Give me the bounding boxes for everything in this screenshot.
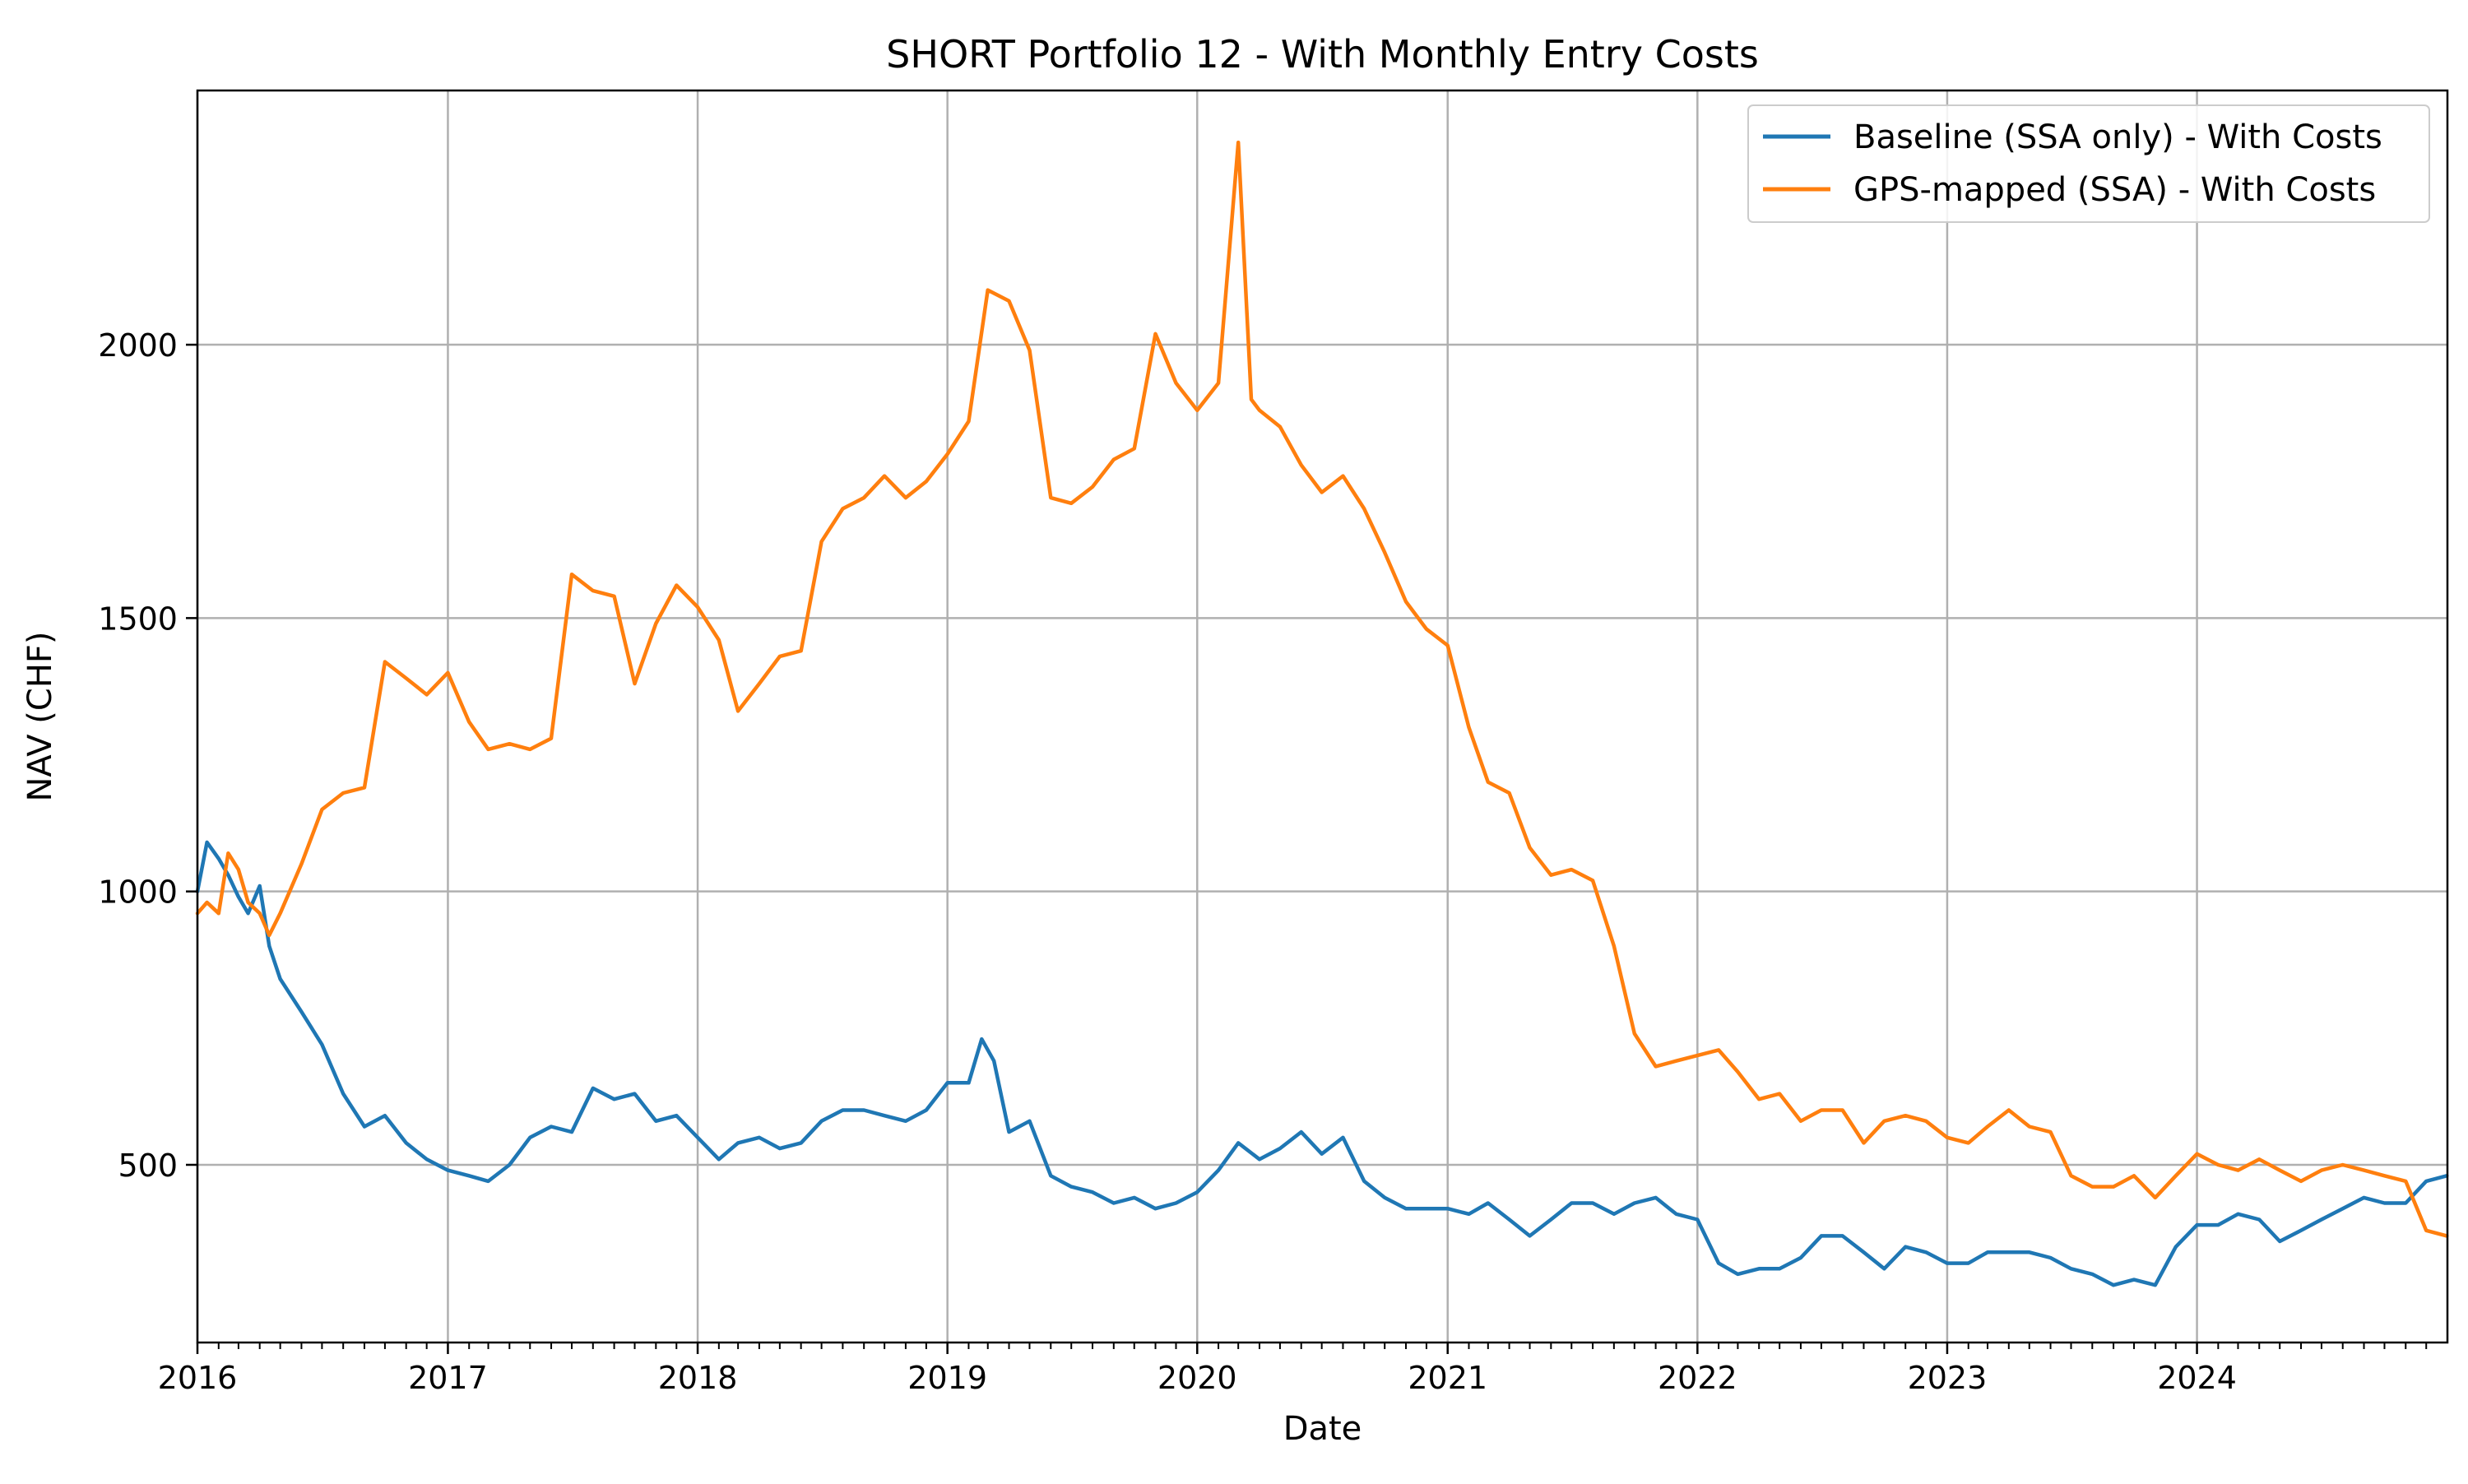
series-line-0 bbox=[195, 840, 2449, 1287]
x-tick-label: 2023 bbox=[1908, 1360, 1988, 1396]
x-tick-label: 2022 bbox=[1658, 1360, 1737, 1396]
x-tick-label: 2024 bbox=[2157, 1360, 2237, 1396]
axis-ticks: 2016 2017 2018 2019 2020 2021 2022 2023 2024 500 1… bbox=[98, 327, 2428, 1396]
series-lines bbox=[195, 140, 2449, 1287]
gridlines bbox=[196, 90, 2447, 1343]
legend: Baseline (SSA only) - With Costs GPS-map… bbox=[1747, 104, 2430, 223]
legend-label-baseline: Baseline (SSA only) - With Costs bbox=[1853, 118, 2382, 156]
y-tick-label: 2000 bbox=[98, 327, 178, 364]
x-axis-label: Date bbox=[1283, 1410, 1362, 1448]
legend-box bbox=[1747, 104, 2430, 223]
y-tick-label: 1500 bbox=[98, 601, 178, 637]
x-tick-label: 2016 bbox=[158, 1360, 238, 1396]
series-line-1 bbox=[195, 140, 2449, 1238]
legend-label-gps-mapped: GPS-mapped (SSA) - With Costs bbox=[1853, 171, 2376, 209]
x-tick-label: 2017 bbox=[408, 1360, 488, 1396]
y-axis-label: NAV (CHF) bbox=[21, 631, 59, 801]
x-tick-label: 2020 bbox=[1157, 1360, 1237, 1396]
y-tick-label: 500 bbox=[118, 1148, 178, 1184]
x-tick-label: 2021 bbox=[1408, 1360, 1487, 1396]
y-tick-label: 1000 bbox=[98, 874, 178, 911]
x-tick-label: 2019 bbox=[907, 1360, 987, 1396]
chart-title: SHORT Portfolio 12 - With Monthly Entry … bbox=[886, 32, 1759, 77]
x-tick-label: 2018 bbox=[658, 1360, 738, 1396]
